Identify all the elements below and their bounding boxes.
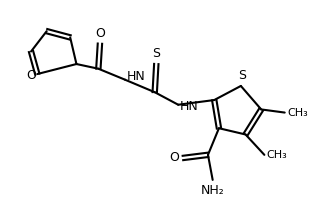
Text: O: O xyxy=(27,69,37,82)
Text: NH₂: NH₂ xyxy=(201,184,224,197)
Text: O: O xyxy=(169,151,179,165)
Text: O: O xyxy=(95,27,105,40)
Text: S: S xyxy=(152,47,160,60)
Text: HN: HN xyxy=(127,70,145,83)
Text: HN: HN xyxy=(180,100,199,113)
Text: CH₃: CH₃ xyxy=(267,150,288,160)
Text: CH₃: CH₃ xyxy=(287,108,308,118)
Text: S: S xyxy=(238,69,246,82)
